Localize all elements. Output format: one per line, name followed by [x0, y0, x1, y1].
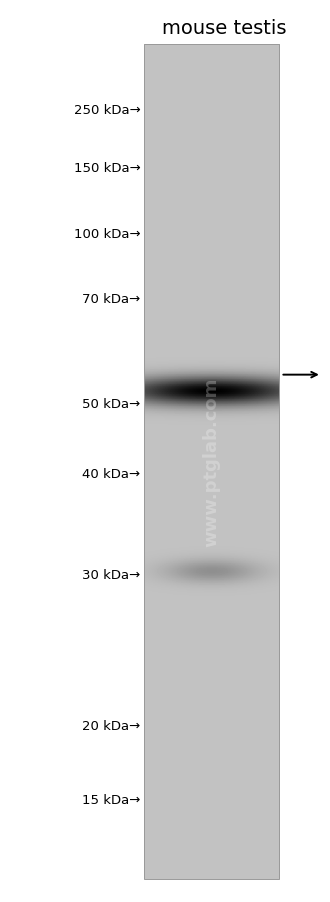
Text: 70 kDa→: 70 kDa→ [82, 293, 140, 306]
Text: 15 kDa→: 15 kDa→ [82, 794, 140, 806]
Text: www.ptglab.com: www.ptglab.com [202, 378, 220, 547]
Text: 250 kDa→: 250 kDa→ [74, 104, 140, 116]
Text: 150 kDa→: 150 kDa→ [74, 162, 140, 175]
Text: 40 kDa→: 40 kDa→ [82, 468, 140, 481]
Text: 30 kDa→: 30 kDa→ [82, 568, 140, 581]
Text: 100 kDa→: 100 kDa→ [74, 228, 140, 241]
Text: mouse testis: mouse testis [162, 19, 287, 39]
Text: 50 kDa→: 50 kDa→ [82, 398, 140, 410]
Text: 20 kDa→: 20 kDa→ [82, 720, 140, 732]
